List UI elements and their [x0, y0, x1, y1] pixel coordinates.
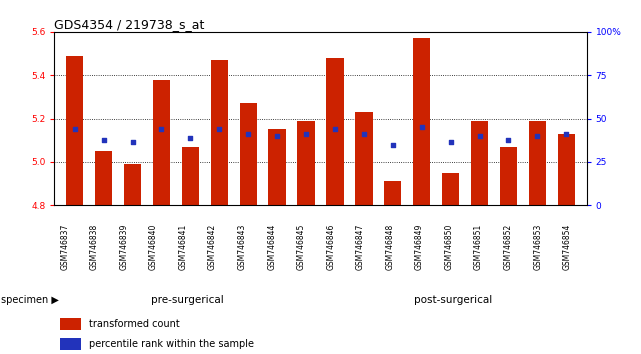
Bar	[211, 60, 228, 205]
Bar	[384, 182, 401, 205]
Text: GSM746844: GSM746844	[267, 224, 276, 270]
Bar	[153, 80, 170, 205]
Bar	[66, 56, 83, 205]
Point	[214, 127, 224, 132]
Point	[445, 139, 456, 145]
Text: GDS4354 / 219738_s_at: GDS4354 / 219738_s_at	[54, 18, 205, 31]
Point	[330, 127, 340, 132]
Point	[301, 131, 311, 137]
Point	[70, 127, 80, 132]
Text: GSM746839: GSM746839	[119, 224, 128, 270]
Point	[156, 127, 167, 132]
Bar	[124, 164, 141, 205]
Bar	[558, 134, 575, 205]
Text: GSM746853: GSM746853	[533, 224, 542, 270]
Text: GSM746846: GSM746846	[326, 224, 335, 270]
Bar	[500, 147, 517, 205]
Bar	[269, 130, 286, 205]
Point	[272, 133, 282, 139]
Text: GSM746848: GSM746848	[385, 224, 394, 270]
Text: GSM746845: GSM746845	[297, 224, 306, 270]
Bar	[60, 338, 81, 350]
Text: GSM746841: GSM746841	[178, 224, 188, 270]
Text: GSM746852: GSM746852	[504, 224, 513, 270]
Bar	[60, 318, 81, 330]
Point	[185, 135, 196, 141]
Text: percentile rank within the sample: percentile rank within the sample	[89, 339, 254, 349]
Text: pre-surgerical: pre-surgerical	[151, 295, 224, 305]
Bar	[181, 147, 199, 205]
Point	[417, 124, 427, 130]
Text: post-surgerical: post-surgerical	[414, 295, 493, 305]
Text: GSM746851: GSM746851	[474, 224, 483, 270]
Point	[388, 142, 398, 147]
Text: GSM746850: GSM746850	[444, 224, 454, 270]
Bar	[529, 121, 546, 205]
Text: GSM746854: GSM746854	[563, 224, 572, 270]
Text: GSM746837: GSM746837	[60, 224, 69, 270]
Point	[561, 131, 571, 137]
Bar	[413, 38, 430, 205]
Bar	[297, 121, 315, 205]
Text: GSM746843: GSM746843	[238, 224, 247, 270]
Point	[128, 139, 138, 145]
Point	[243, 131, 253, 137]
Text: GSM746849: GSM746849	[415, 224, 424, 270]
Bar	[95, 151, 112, 205]
Point	[474, 133, 485, 139]
Bar	[442, 173, 460, 205]
Point	[503, 137, 513, 143]
Point	[99, 137, 109, 143]
Point	[359, 131, 369, 137]
Text: GSM746838: GSM746838	[90, 224, 99, 270]
Text: transformed count: transformed count	[89, 319, 180, 329]
Text: GSM746840: GSM746840	[149, 224, 158, 270]
Bar	[471, 121, 488, 205]
Bar	[240, 103, 257, 205]
Text: GSM746847: GSM746847	[356, 224, 365, 270]
Point	[532, 133, 542, 139]
Bar	[355, 112, 372, 205]
Text: specimen ▶: specimen ▶	[1, 295, 58, 305]
Text: GSM746842: GSM746842	[208, 224, 217, 270]
Bar	[326, 58, 344, 205]
